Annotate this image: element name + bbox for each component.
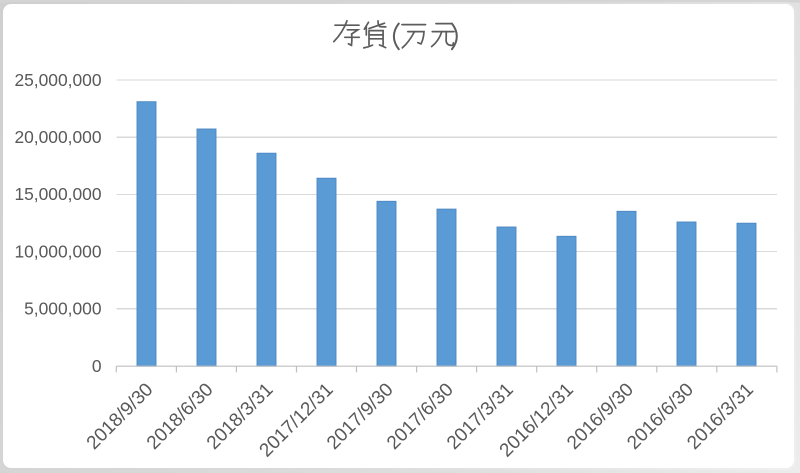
svg-text:20,000,000: 20,000,000 <box>14 127 101 147</box>
svg-text:0: 0 <box>92 356 102 376</box>
svg-text:25,000,000: 25,000,000 <box>14 70 101 90</box>
svg-text:10,000,000: 10,000,000 <box>14 241 101 261</box>
svg-text:5,000,000: 5,000,000 <box>24 299 101 319</box>
svg-text:15,000,000: 15,000,000 <box>14 184 101 204</box>
